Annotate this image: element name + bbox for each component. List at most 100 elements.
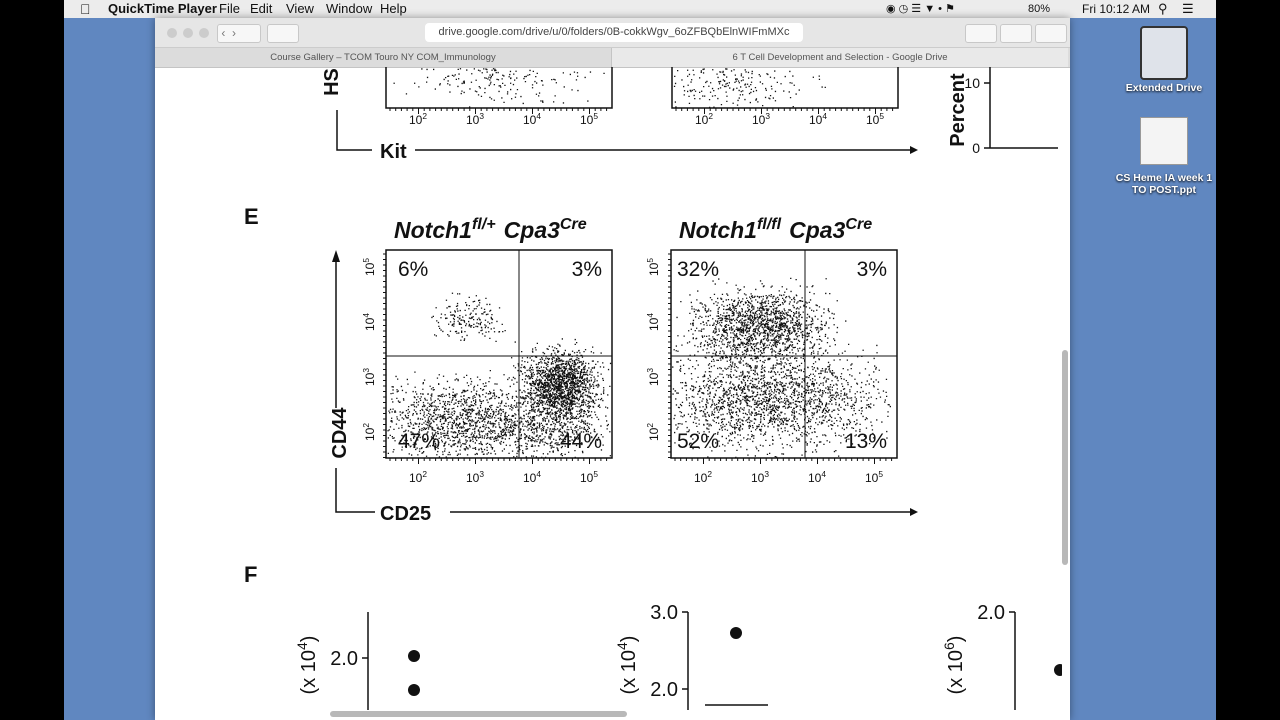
text-part: 10 [866, 113, 880, 127]
menu[interactable]: File [219, 1, 240, 16]
superscript: 5 [645, 258, 655, 263]
quadrant-percent: 3% [572, 258, 602, 281]
toolbar: ‹ › drive.google.com/drive/u/0/folders/0… [155, 18, 1070, 48]
sidebar-button[interactable] [267, 24, 299, 43]
notifications-icon[interactable]: ☰ [1182, 1, 1194, 16]
menu[interactable]: Edit [250, 1, 273, 16]
text-part: 10 [580, 471, 594, 485]
superscript: 4 [361, 313, 371, 318]
superscript: 2 [422, 111, 427, 121]
menu[interactable]: View [286, 1, 314, 16]
vertical-scrollbar[interactable] [1062, 350, 1068, 565]
tab[interactable]: Course Gallery – TCOM Touro NY COM_Immun… [270, 52, 496, 63]
ppt-icon[interactable] [1140, 117, 1188, 165]
axis-label: HS [321, 68, 343, 96]
superscript: 2 [645, 423, 655, 428]
downloads-button[interactable] [965, 24, 997, 43]
superscript: 4 [822, 111, 827, 121]
text-part: 10 [363, 372, 377, 386]
superscript: 6 [941, 642, 957, 650]
text-part: 10 [808, 471, 822, 485]
battery[interactable]: 80% [1028, 3, 1051, 15]
clock[interactable]: Fri 10:12 AM [1082, 2, 1151, 16]
axis-label: CD25 [380, 503, 431, 525]
panel-f-points [408, 627, 1062, 696]
dot-cloud [387, 68, 891, 459]
close-button[interactable] [167, 28, 177, 38]
tick-label: 105 [580, 111, 598, 127]
tick-label: 105 [645, 258, 661, 276]
tick-label: 104 [523, 469, 541, 485]
text-part: 10 [694, 471, 708, 485]
tick-label: 2.0 [330, 648, 358, 670]
text-part: ) [945, 636, 967, 643]
superscript: Cre [560, 215, 587, 233]
superscript: 3 [361, 368, 371, 373]
tick-label: 103 [752, 111, 770, 127]
panel-label: F [244, 562, 257, 587]
share-button[interactable] [1000, 24, 1032, 43]
superscript: Cre [845, 215, 872, 233]
text-part: (x 10 [945, 650, 967, 694]
superscript: 2 [422, 469, 427, 479]
nav-buttons[interactable]: ‹ › [217, 24, 261, 43]
status-icons[interactable]: ◉ ◷ ☰ ▼ • ⚑ [886, 3, 955, 15]
text-part: 10 [647, 262, 661, 276]
apple-menu[interactable]:  [80, 0, 91, 18]
quadrant-lines [386, 250, 897, 458]
cytometry-dots [387, 68, 891, 459]
plot-frame [670, 249, 898, 459]
tick-label: 105 [580, 469, 598, 485]
text-part: 10 [809, 113, 823, 127]
text-part: 10 [466, 113, 480, 127]
tick-label: 102 [694, 469, 712, 485]
menu[interactable]: Window [326, 1, 373, 16]
tabs-button[interactable] [1035, 24, 1067, 43]
superscript: 3 [479, 111, 484, 121]
panel-f-axes [362, 611, 1016, 710]
plot-frame [385, 67, 899, 109]
superscript: 4 [294, 642, 310, 650]
tick-label: 102 [695, 111, 713, 127]
search-icon[interactable]: ⚲ [1158, 1, 1168, 16]
text-part: Notch1 [394, 217, 472, 243]
superscript: 3 [764, 469, 769, 479]
superscript: 5 [878, 469, 883, 479]
text-part: 10 [363, 317, 377, 331]
drive-icon[interactable] [1140, 26, 1188, 80]
minimize-button[interactable] [183, 28, 193, 38]
horizontal-scrollbar[interactable] [330, 711, 627, 717]
tick-label: 104 [809, 111, 827, 127]
arrowheads [332, 146, 918, 516]
zoom-button[interactable] [199, 28, 209, 38]
superscript: 5 [361, 258, 371, 263]
axis-label: Percent [947, 73, 969, 147]
tick-marks [383, 108, 894, 464]
text-part: 10 [409, 471, 423, 485]
tick-label: 103 [466, 469, 484, 485]
panel-label: E [244, 204, 259, 229]
figure-axes [335, 67, 1058, 710]
tick-label: 2.0 [650, 679, 678, 701]
superscript: 4 [645, 313, 655, 318]
address-bar[interactable]: drive.google.com/drive/u/0/folders/0B-co… [425, 23, 803, 42]
text-part: Cpa3 [504, 217, 560, 243]
desktop-icon-label[interactable]: CS Heme IA week 1 TO POST.ppt [1115, 172, 1213, 196]
menu[interactable]: Help [380, 1, 407, 16]
text-part: (x 10 [618, 650, 640, 694]
tab[interactable]: 6 T Cell Development and Selection - Goo… [611, 48, 1068, 67]
menu-bar:  QuickTime Player File Edit View Window… [64, 0, 1216, 18]
axis-arrow [335, 262, 910, 513]
tick-label: 102 [409, 469, 427, 485]
text-part: 10 [647, 317, 661, 331]
tick-label: 102 [409, 111, 427, 127]
desktop-icon-label[interactable]: Extended Drive [1125, 82, 1203, 94]
app-menu[interactable]: QuickTime Player [108, 1, 217, 16]
text-part: 10 [751, 471, 765, 485]
tick-label: 103 [466, 111, 484, 127]
text-part: Notch1 [679, 217, 757, 243]
tick-label: 10 [964, 75, 980, 91]
tick-label: 3.0 [650, 602, 678, 624]
text-part: 10 [647, 427, 661, 441]
